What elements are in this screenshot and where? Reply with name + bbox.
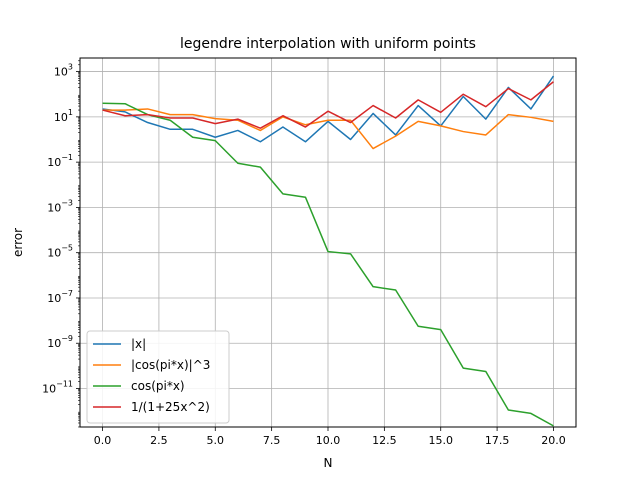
y-tick-exponent: 3 (68, 63, 73, 72)
series-line-3 (102, 81, 554, 129)
series-line-0 (102, 75, 555, 143)
y-axis-label: error (11, 228, 25, 257)
y-tick-base: 10 (47, 201, 61, 214)
grid-layer (80, 58, 576, 427)
x-tick-label: 15.0 (428, 434, 453, 447)
y-tick-exponent: −1 (61, 153, 73, 162)
y-tick-base: 10 (47, 156, 61, 169)
x-tick-label: 5.0 (207, 434, 225, 447)
x-axis-label: N (324, 456, 333, 470)
y-tick-exponent: −9 (61, 334, 73, 343)
y-tick-label: 10−5 (47, 244, 73, 260)
y-tick-base: 10 (54, 66, 68, 79)
y-tick-label: 10−7 (47, 289, 73, 305)
x-tick-label: 10.0 (316, 434, 341, 447)
x-tick-label: 2.5 (150, 434, 168, 447)
y-tick-base: 10 (47, 247, 61, 260)
y-tick-label: 10−1 (47, 153, 73, 169)
legend-label-0: |x| (131, 337, 146, 351)
x-tick-label: 20.0 (541, 434, 566, 447)
legend-label-3: 1/(1+25x^2) (131, 400, 210, 414)
y-tick-label: 10−11 (42, 380, 73, 396)
y-tick-base: 10 (42, 383, 56, 396)
series-layer (102, 75, 555, 427)
y-tick-exponent: −5 (61, 244, 73, 253)
legend-label-1: |cos(pi*x)|^3 (131, 358, 210, 372)
ticks-layer: 0.0 2.5 5.0 7.5 10.0 12.5 15.0 17.5 20.010310110… (42, 60, 566, 447)
legend: |x| |cos(pi*x)|^3 cos(pi*x) 1/(1+25x^2) (86, 330, 230, 424)
x-tick-label: 17.5 (485, 434, 510, 447)
series-line-2 (102, 102, 554, 427)
y-tick-label: 10−9 (47, 334, 73, 350)
y-tick-label: 101 (54, 108, 73, 124)
y-tick-exponent: −11 (56, 380, 73, 389)
y-tick-exponent: −7 (61, 289, 73, 298)
x-tick-label: 7.5 (263, 434, 281, 447)
y-tick-label: 103 (54, 63, 73, 79)
y-tick-exponent: −3 (61, 198, 73, 207)
y-tick-label: 10−3 (47, 198, 73, 214)
x-tick-label: 12.5 (372, 434, 397, 447)
series-line-1 (102, 108, 554, 150)
legend-label-2: cos(pi*x) (131, 379, 185, 393)
y-tick-exponent: 1 (68, 108, 73, 117)
y-tick-base: 10 (47, 337, 61, 350)
y-tick-base: 10 (54, 111, 68, 124)
y-tick-base: 10 (47, 292, 61, 305)
chart-title: legendre interpolation with uniform poin… (180, 36, 476, 52)
x-tick-label: 0.0 (94, 434, 112, 447)
legend-box (86, 330, 230, 424)
